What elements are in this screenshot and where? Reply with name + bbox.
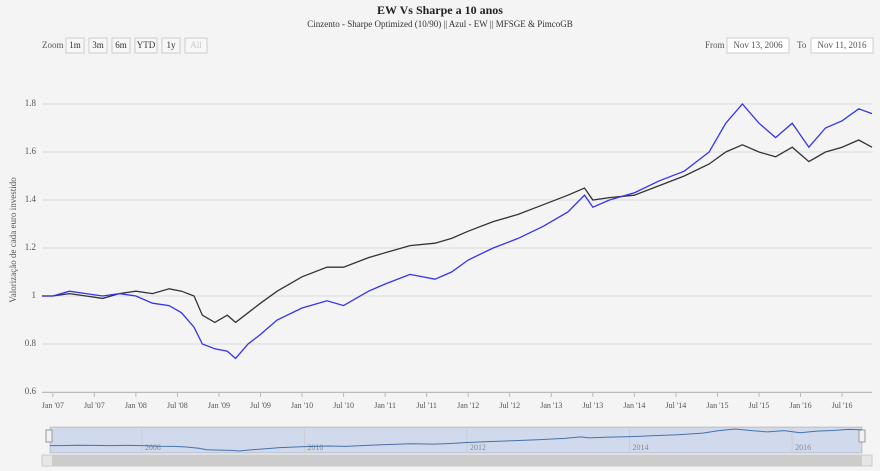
x-tick-label: Jul '08 <box>167 401 188 410</box>
x-tick-label: Jan '12 <box>457 401 479 410</box>
navigator-handle[interactable] <box>858 429 866 443</box>
y-tick-label: 1.8 <box>25 98 37 108</box>
y-tick-label: 1.2 <box>25 242 36 252</box>
zoom-button[interactable] <box>134 37 158 54</box>
navigator-tick-label: 2012 <box>470 443 486 452</box>
zoom-button[interactable] <box>88 37 108 54</box>
from-date[interactable]: Nov 13, 2006 <box>733 40 783 50</box>
navigator-line <box>50 428 863 452</box>
zoom-button[interactable] <box>184 37 208 54</box>
zoom-button-label[interactable]: All <box>190 40 202 50</box>
x-tick-label: Jan '14 <box>623 401 645 410</box>
chart-subtitle: Cinzento - Sharpe Optimized (10/90) || A… <box>307 19 573 29</box>
x-tick-label: Jul '12 <box>499 401 520 410</box>
zoom-button-label[interactable]: 1m <box>69 40 81 50</box>
series-line <box>42 103 873 360</box>
x-tick-label: Jul '11 <box>416 401 436 410</box>
y-axis-title: Valorização de cada euro investido <box>8 177 18 303</box>
y-tick-label: 0.6 <box>25 386 37 396</box>
x-tick-label: Jan '13 <box>540 401 562 410</box>
series-line <box>42 139 873 324</box>
zoom-button-label[interactable]: YTD <box>137 40 156 50</box>
x-tick-label: Jan '11 <box>374 401 396 410</box>
navigator-handle[interactable] <box>45 429 53 443</box>
x-tick-label: Jan '15 <box>706 401 728 410</box>
y-tick-label: 1 <box>32 290 37 300</box>
navigator-tick-label: 2008 <box>145 443 161 452</box>
x-tick-label: Jul '16 <box>832 401 853 410</box>
zoom-button-label[interactable]: 1y <box>167 40 177 50</box>
x-tick-label: Jul '07 <box>84 401 105 410</box>
zoom-button-label[interactable]: 6m <box>115 40 127 50</box>
scrollbar-thumb[interactable] <box>52 455 862 466</box>
y-tick-label: 1.4 <box>25 194 37 204</box>
x-tick-label: Jul '14 <box>666 401 687 410</box>
x-tick-label: Jan '09 <box>208 401 230 410</box>
zoom-button[interactable] <box>111 37 131 54</box>
zoom-button[interactable] <box>161 37 181 54</box>
to-input[interactable] <box>810 37 874 54</box>
x-tick-label: Jul '13 <box>582 401 603 410</box>
zoom-label: Zoom <box>42 40 64 50</box>
navigator-mask <box>50 427 862 453</box>
to-date[interactable]: Nov 11, 2016 <box>818 40 867 50</box>
from-label: From <box>705 40 725 50</box>
navigator-tick-label: 2016 <box>795 443 811 452</box>
x-tick-label: Jan '10 <box>291 401 313 410</box>
zoom-button-label[interactable]: 3m <box>92 40 104 50</box>
from-input[interactable] <box>726 37 790 54</box>
x-tick-label: Jan '07 <box>42 401 64 410</box>
y-tick-label: 1.6 <box>25 146 37 156</box>
y-tick-label: 0.8 <box>25 338 37 348</box>
x-tick-label: Jul '15 <box>749 401 770 410</box>
x-tick-label: Jan '08 <box>125 401 147 410</box>
x-tick-label: Jul '09 <box>250 401 271 410</box>
x-tick-label: Jan '16 <box>789 401 811 410</box>
zoom-buttons: 1m 3m 6m YTD 1y All <box>65 37 208 54</box>
zoom-button[interactable] <box>65 37 85 54</box>
navigator-tick-label: 2010 <box>307 443 323 452</box>
navigator-tick-label: 2014 <box>633 443 649 452</box>
x-tick-label: Jul '10 <box>333 401 354 410</box>
chart-title: EW Vs Sharpe a 10 anos <box>377 3 503 17</box>
to-label: To <box>797 40 807 50</box>
